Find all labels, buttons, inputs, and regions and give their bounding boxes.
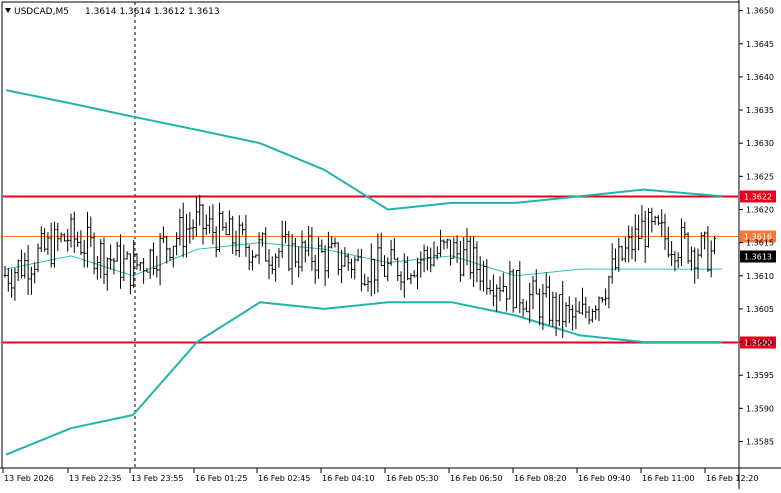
time-tick-label: 13 Feb 2026 bbox=[4, 474, 54, 483]
horizontal-levels: 1.3622 1.3616 1.3600 1.3613 bbox=[3, 190, 776, 349]
ohlc-values: 1.3614 1.3614 1.3612 1.3613 bbox=[85, 7, 220, 17]
price-tick-label: 1.3630 bbox=[746, 139, 774, 148]
time-tick-label: 16 Feb 02:45 bbox=[258, 474, 310, 483]
time-tick-label: 16 Feb 01:25 bbox=[195, 474, 247, 483]
time-tick-label: 16 Feb 09:40 bbox=[578, 474, 630, 483]
time-tick-label: 16 Feb 12:20 bbox=[706, 474, 758, 483]
time-tick-label: 16 Feb 06:50 bbox=[450, 474, 502, 483]
time-tick-label: 16 Feb 11:00 bbox=[642, 474, 694, 483]
price-tick-label: 1.3650 bbox=[746, 7, 774, 16]
time-tick-label: 16 Feb 05:30 bbox=[386, 474, 438, 483]
price-tick-label: 1.3605 bbox=[746, 305, 774, 314]
price-tick-label: 1.3640 bbox=[746, 73, 774, 82]
time-axis: 13 Feb 2026 13 Feb 22:35 13 Feb 23:55 16 Fe… bbox=[2, 468, 758, 483]
level-price-tag bbox=[740, 230, 776, 243]
plot-area[interactable] bbox=[1, 1, 740, 469]
price-bars bbox=[3, 194, 716, 338]
price-tick-label: 1.3620 bbox=[746, 205, 774, 214]
price-tick-label: 1.3615 bbox=[746, 239, 774, 248]
current-price-label: 1.3613 bbox=[744, 253, 772, 262]
symbol-label: USDCAD,M5 bbox=[14, 7, 69, 17]
time-tick-label: 16 Feb 08:20 bbox=[514, 474, 566, 483]
level-price-label: 1.3616 bbox=[744, 233, 772, 242]
chart-header: USDCAD,M5 1.3614 1.3614 1.3612 1.3613 bbox=[5, 7, 220, 17]
time-tick-label: 13 Feb 22:35 bbox=[69, 474, 121, 483]
level-price-tag bbox=[740, 336, 776, 349]
price-tick-label: 1.3610 bbox=[746, 272, 774, 281]
current-price-tag bbox=[740, 250, 776, 263]
time-tick-label: 16 Feb 04:10 bbox=[322, 474, 374, 483]
time-tick-label: 13 Feb 23:55 bbox=[131, 474, 183, 483]
middle-band-line bbox=[5, 242, 722, 277]
price-tick-label: 1.3600 bbox=[746, 338, 774, 347]
price-tick-label: 1.3625 bbox=[746, 172, 774, 181]
price-tick-label: 1.3590 bbox=[746, 404, 774, 413]
price-tick-label: 1.3585 bbox=[746, 437, 774, 446]
price-tick-label: 1.3595 bbox=[746, 371, 774, 380]
dropdown-triangle-icon[interactable] bbox=[5, 8, 11, 13]
level-price-label: 1.3622 bbox=[744, 193, 772, 202]
price-axis: 1.3650 1.3645 1.3640 1.3635 1.3630 1.3625 1.36… bbox=[739, 7, 774, 446]
price-tick-label: 1.3645 bbox=[746, 40, 774, 49]
level-price-tag bbox=[740, 190, 776, 203]
lower-band-line bbox=[5, 301, 722, 456]
price-tick-label: 1.3635 bbox=[746, 106, 774, 115]
upper-band-line bbox=[5, 89, 723, 211]
bollinger-bands bbox=[5, 89, 723, 456]
level-price-label: 1.3600 bbox=[744, 339, 772, 348]
